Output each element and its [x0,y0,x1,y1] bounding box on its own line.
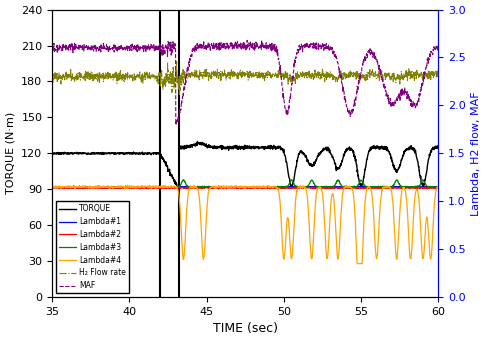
Y-axis label: TORQUE (N·m): TORQUE (N·m) [5,112,16,194]
MAF [228,42,234,46]
Lambda#4 [213,185,219,189]
Lambda#1 [71,184,76,188]
Lambda#2 [95,186,101,190]
MAF [79,43,85,47]
Lambda#4 [79,185,85,189]
Line: H₂ Flow rate: H₂ Flow rate [52,62,438,94]
Lambda#2 [221,186,227,190]
Lambda#2 [435,186,441,190]
Lambda#4 [221,184,227,189]
Lambda#4 [355,262,360,266]
Legend: TORQUE, Lambda#1, Lambda#2, Lambda#3, Lambda#4, H₂ Flow rate, MAF: TORQUE, Lambda#1, Lambda#2, Lambda#3, La… [56,201,129,293]
Lambda#3 [95,186,101,190]
Lambda#4 [95,185,101,189]
MAF [49,46,55,50]
TORQUE [175,187,181,191]
H₂ Flow rate [176,92,182,97]
Lambda#3 [49,184,55,189]
Lambda#1 [351,186,357,190]
MAF [269,46,275,50]
MAF [95,45,101,49]
TORQUE [194,139,200,144]
Lambda#3 [79,185,85,189]
Lambda#4 [269,184,275,189]
Lambda#3 [221,185,227,189]
Lambda#2 [49,186,55,190]
Lambda#4 [435,186,441,190]
Lambda#2 [216,187,222,191]
Lambda#3 [228,185,234,189]
Lambda#3 [213,185,219,189]
H₂ Flow rate [49,76,55,80]
MAF [173,122,179,127]
Lambda#4 [49,186,55,190]
TORQUE [269,145,275,149]
Lambda#3 [435,184,441,189]
TORQUE [435,146,441,150]
Line: MAF: MAF [52,40,438,124]
Lambda#2 [79,186,85,190]
MAF [435,42,441,46]
Lambda#1 [79,185,85,189]
Line: Lambda#3: Lambda#3 [52,180,438,188]
H₂ Flow rate [435,73,441,77]
Lambda#3 [269,185,275,189]
TORQUE [49,150,55,154]
H₂ Flow rate [214,75,220,79]
TORQUE [214,146,220,150]
TORQUE [79,151,85,155]
H₂ Flow rate [174,60,180,64]
Lambda#3 [420,178,426,182]
MAF [244,38,250,42]
Lambda#4 [228,186,234,190]
Lambda#2 [213,186,219,190]
Line: TORQUE: TORQUE [52,142,438,189]
Lambda#1 [435,185,441,189]
MAF [213,40,219,44]
H₂ Flow rate [95,80,101,84]
H₂ Flow rate [228,68,234,72]
Line: Lambda#4: Lambda#4 [52,185,438,264]
Line: Lambda#2: Lambda#2 [52,187,438,189]
TORQUE [222,147,227,151]
MAF [221,45,227,49]
Lambda#2 [228,186,234,190]
Lambda#1 [228,185,234,189]
Lambda#3 [201,186,207,190]
H₂ Flow rate [79,74,85,78]
TORQUE [95,151,101,155]
X-axis label: TIME (sec): TIME (sec) [213,323,278,336]
Lambda#1 [49,185,55,189]
Lambda#2 [269,186,275,190]
Lambda#1 [95,185,101,189]
TORQUE [228,145,234,149]
Lambda#1 [221,185,227,189]
Lambda#4 [125,183,131,187]
Lambda#2 [298,185,304,189]
Y-axis label: Lambda, H2 flow, MAF: Lambda, H2 flow, MAF [471,91,482,216]
Lambda#1 [269,184,275,189]
H₂ Flow rate [269,74,275,78]
H₂ Flow rate [222,68,227,72]
Line: Lambda#1: Lambda#1 [52,186,438,188]
Lambda#1 [213,184,219,189]
